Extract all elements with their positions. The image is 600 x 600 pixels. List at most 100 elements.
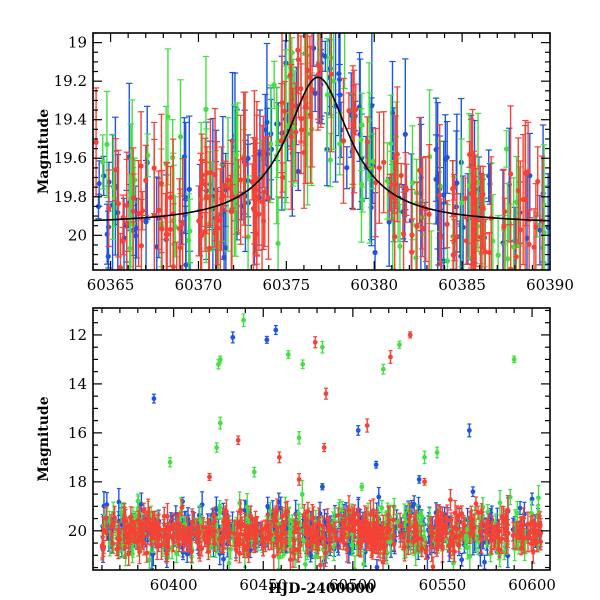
top-ytick-label: 19 [68, 34, 87, 52]
data-point [156, 207, 162, 213]
top-point-0-49 [511, 206, 519, 270]
top-point-2-167 [176, 178, 183, 270]
data-point [96, 180, 102, 187]
data-point [318, 66, 324, 72]
top-ytick-label: 19.6 [54, 149, 87, 167]
data-point [113, 167, 119, 173]
top-point-2-154 [105, 169, 112, 248]
data-point [230, 334, 236, 340]
data-point [337, 76, 343, 83]
top-point-0-92 [132, 185, 139, 270]
top-point-1-110 [341, 7, 348, 90]
data-point [541, 229, 547, 236]
data-point [93, 139, 99, 145]
top-point-2-140 [167, 191, 174, 268]
top-point-1-26 [503, 130, 510, 168]
top-plot-area [93, 7, 550, 313]
data-point [482, 559, 487, 565]
data-point [129, 156, 135, 162]
top-point-2-164 [524, 121, 532, 222]
data-point [295, 168, 301, 175]
data-point [271, 82, 277, 88]
top-ytick-label: 19.8 [54, 188, 87, 206]
data-point [342, 7, 347, 12]
data-point [438, 234, 444, 240]
data-point [426, 211, 432, 217]
data-point [397, 243, 403, 249]
data-point [503, 146, 510, 152]
top-point-2-131 [198, 133, 206, 228]
bottom-point-1-9 [379, 499, 385, 517]
top-point-1-80 [336, 112, 343, 176]
top-point-2-128 [240, 91, 247, 226]
data-point [184, 551, 190, 557]
data-point [502, 208, 508, 215]
data-point [105, 253, 111, 259]
bottom-point-1-125 [300, 528, 306, 552]
top-point-1-103 [99, 134, 106, 190]
data-point [180, 221, 186, 227]
data-point [505, 256, 511, 262]
data-point [163, 231, 169, 237]
data-point [379, 505, 385, 511]
data-point [256, 211, 262, 217]
top-point-1-33 [186, 198, 193, 264]
top-point-2-153 [302, 33, 309, 185]
top-point-2-114 [158, 113, 165, 254]
data-point [392, 234, 398, 240]
top-point-2-166 [195, 185, 202, 257]
data-point [515, 187, 521, 194]
top-point-1-94 [458, 138, 465, 268]
data-point [124, 202, 130, 208]
data-point [340, 138, 347, 144]
data-point [537, 227, 543, 233]
data-point [113, 308, 118, 313]
bottom-point-0-383 [273, 324, 279, 336]
data-point [370, 158, 376, 164]
data-point [388, 140, 394, 147]
data-point [450, 186, 456, 192]
top-point-2-90 [328, 33, 335, 153]
data-point [451, 237, 458, 243]
top-point-2-80 [317, 33, 324, 128]
top-point-0-26 [343, 146, 351, 190]
data-point [275, 240, 281, 247]
bottom-point-0-225 [522, 501, 527, 527]
bottom-point-0-382 [264, 335, 270, 344]
data-point [155, 294, 160, 299]
data-point [511, 244, 517, 250]
top-point-2-108 [376, 111, 383, 224]
data-point [302, 562, 308, 567]
data-point [298, 127, 305, 133]
top-point-1-57 [233, 107, 240, 203]
data-point [444, 221, 450, 227]
top-point-2-44 [237, 114, 244, 245]
data-point [143, 177, 149, 183]
data-point [358, 181, 365, 187]
bottom-point-0-385 [373, 460, 379, 469]
top-point-2-2 [436, 124, 443, 267]
top-point-2-70 [507, 224, 514, 270]
top-point-2-117 [402, 151, 409, 223]
data-point [468, 190, 474, 197]
top-point-0-75 [440, 201, 447, 270]
top-point-1-86 [103, 90, 111, 199]
top-point-2-102 [470, 150, 477, 270]
top-point-2-17 [450, 240, 457, 270]
top-point-2-110 [261, 136, 269, 247]
data-point [361, 561, 367, 567]
data-point [373, 462, 379, 468]
top-point-2-155 [155, 170, 162, 251]
data-point [303, 103, 309, 109]
top-point-1-32 [327, 33, 334, 119]
data-point [186, 237, 192, 244]
top-xtick-label: 60370 [175, 276, 223, 294]
top-model-curve [93, 76, 550, 222]
data-point [330, 78, 337, 84]
data-point [139, 208, 146, 214]
data-point [138, 243, 145, 249]
data-point [312, 90, 318, 96]
data-point [470, 489, 476, 495]
data-point [525, 169, 531, 175]
data-point [115, 200, 122, 207]
